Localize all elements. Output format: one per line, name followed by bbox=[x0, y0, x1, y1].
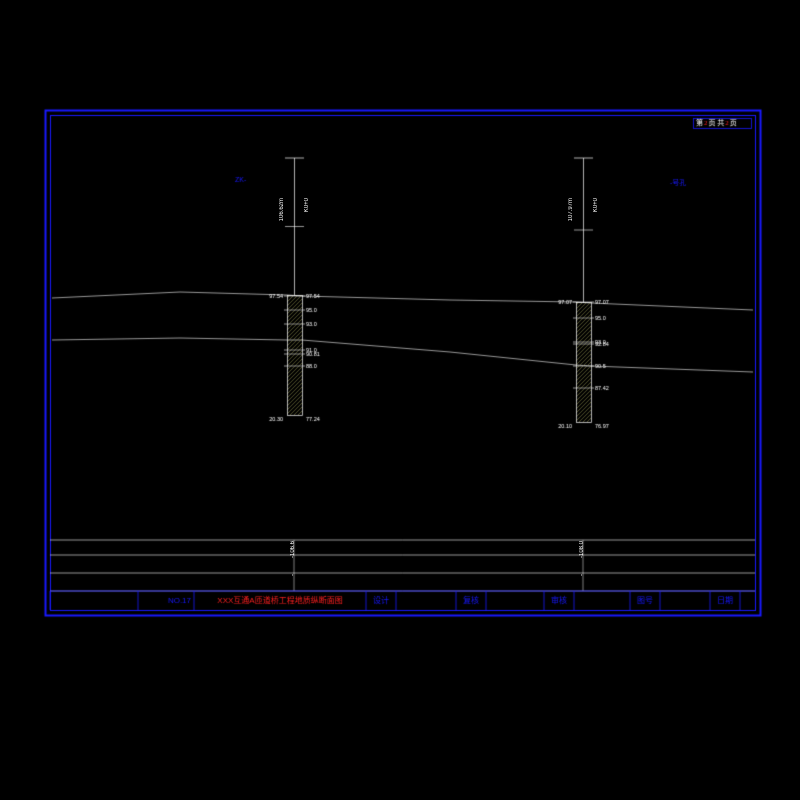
table-cell: 106.6 bbox=[290, 541, 296, 556]
borehole-top-label-right: K0+0 bbox=[304, 198, 310, 212]
table-cell: 108.0 bbox=[579, 541, 585, 556]
table-cell: - bbox=[290, 556, 296, 558]
drawing-canvas bbox=[0, 0, 800, 800]
table-cell: - bbox=[579, 556, 585, 558]
table-cell: - bbox=[290, 574, 296, 576]
borehole-top-label-left: 107.97m bbox=[568, 198, 574, 221]
borehole-top-label-left: 106.62m bbox=[279, 198, 285, 221]
borehole-top-label-right: K0+0 bbox=[593, 198, 599, 212]
table-cell: - bbox=[579, 574, 585, 576]
